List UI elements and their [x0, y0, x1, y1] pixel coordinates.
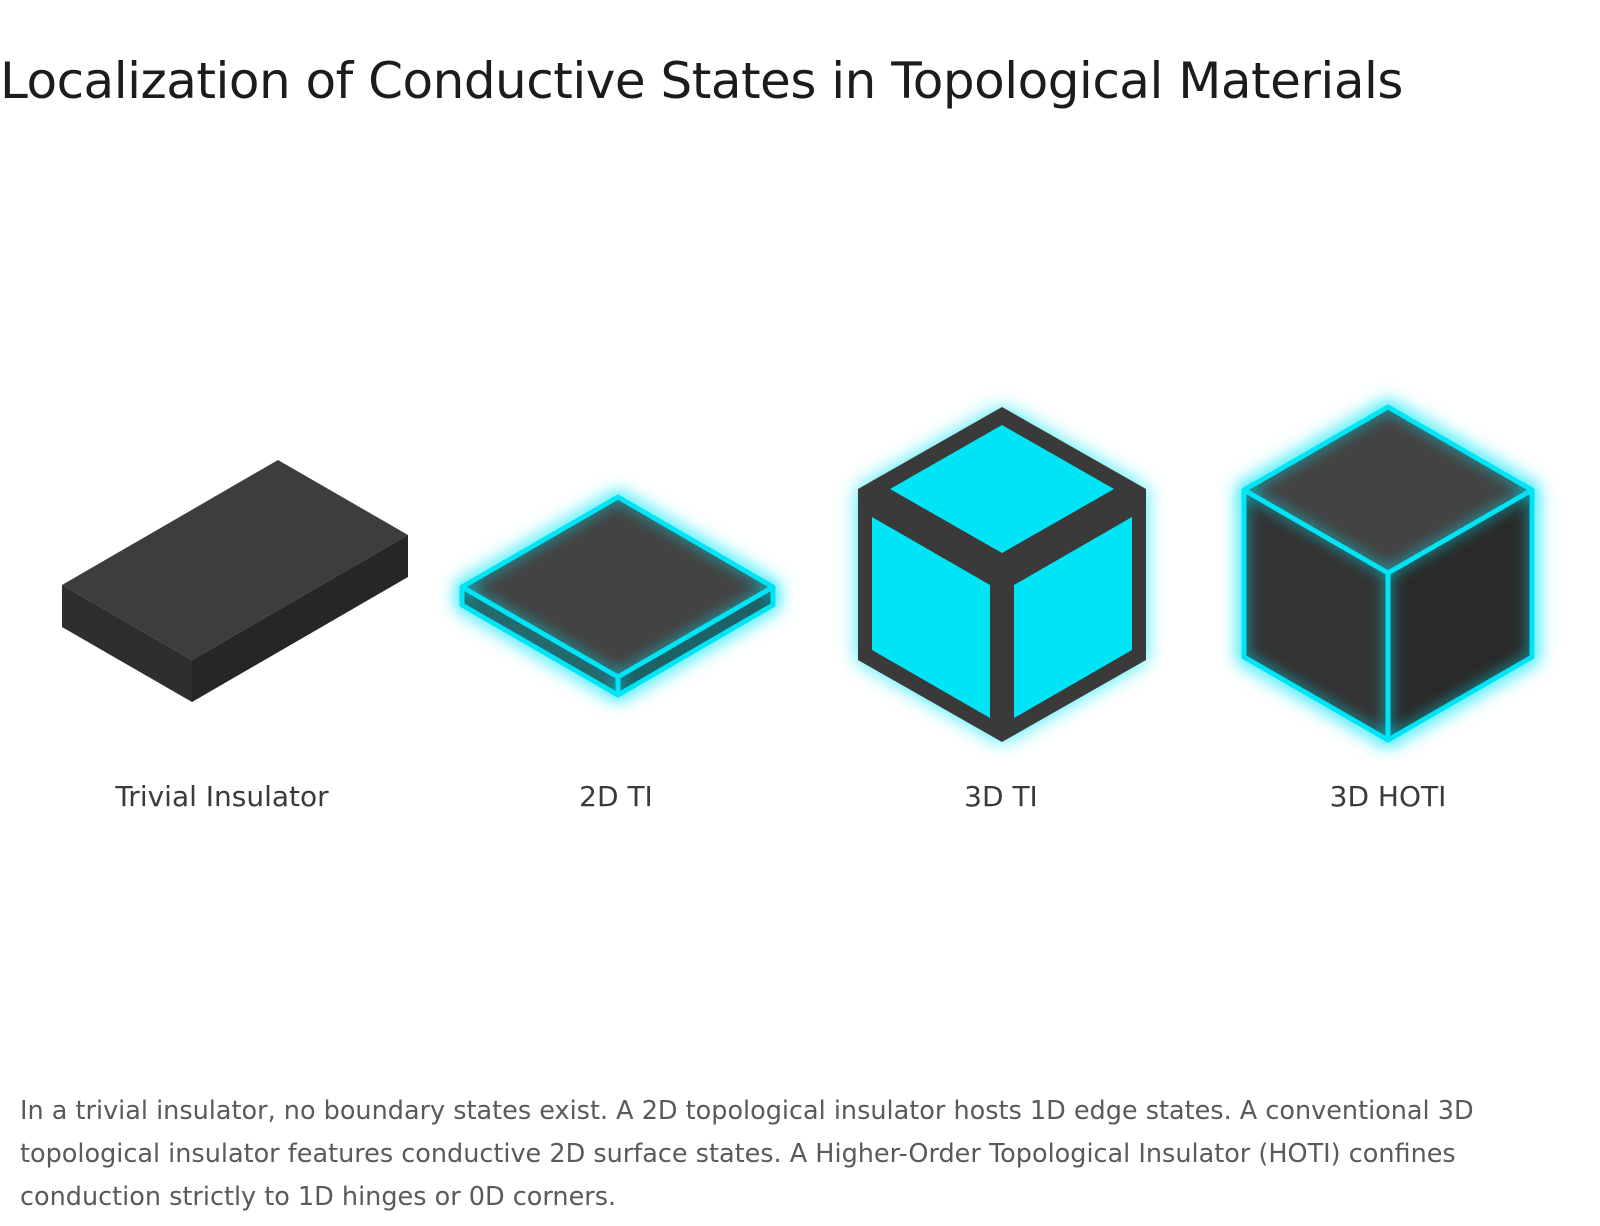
label-3d-ti: 3D TI — [964, 780, 1038, 813]
label-trivial-insulator: Trivial Insulator — [115, 780, 329, 813]
3d-hoti-cube — [1238, 400, 1538, 747]
trivial-insulator-left-face — [62, 585, 192, 702]
trivial-insulator-right-face — [192, 535, 408, 702]
materials-diagram — [62, 400, 1538, 747]
3d-ti-cube — [858, 407, 1146, 742]
label-3d-hoti: 3D HOTI — [1329, 780, 1447, 813]
2d-ti-top-face — [462, 497, 773, 677]
trivial-insulator-top-face — [62, 460, 408, 660]
3d-ti-right-surface — [1014, 517, 1132, 718]
trivial-insulator-slab — [62, 460, 408, 702]
label-2d-ti: 2D TI — [579, 780, 653, 813]
3d-ti-left-surface — [872, 517, 990, 718]
caption: In a trivial insulator, no boundary stat… — [20, 1096, 1474, 1212]
2d-ti-right-face — [618, 587, 773, 695]
page-title: Localization of Conductive States in Top… — [0, 52, 1403, 110]
3d-ti-top-surface — [890, 425, 1114, 553]
2d-ti-slab — [457, 491, 778, 701]
2d-ti-left-face — [462, 587, 618, 695]
